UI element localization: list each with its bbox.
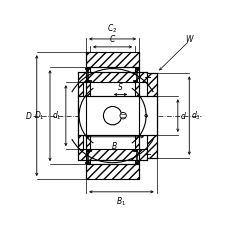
Text: $S$: $S$: [117, 81, 123, 92]
Text: $C$: $C$: [109, 33, 116, 44]
Bar: [86, 52, 138, 67]
Text: $D_1$: $D_1$: [34, 109, 45, 122]
Bar: [146, 73, 156, 158]
Text: $B$: $B$: [111, 140, 118, 151]
Text: $C_2$: $C_2$: [107, 23, 117, 35]
Text: $D$: $D$: [25, 110, 32, 121]
Bar: [86, 67, 90, 164]
Text: $d_1$: $d_1$: [52, 109, 61, 122]
Bar: [78, 96, 156, 135]
Bar: [78, 82, 82, 149]
Text: $B_1$: $B_1$: [116, 196, 126, 208]
Bar: [78, 149, 146, 160]
Text: $W$: $W$: [185, 33, 194, 44]
Bar: [86, 164, 138, 179]
Text: $d$: $d$: [180, 110, 187, 121]
Circle shape: [120, 112, 126, 119]
Circle shape: [103, 106, 121, 125]
Bar: [135, 67, 138, 164]
Text: $d_3$: $d_3$: [191, 109, 200, 122]
Bar: [78, 71, 146, 82]
